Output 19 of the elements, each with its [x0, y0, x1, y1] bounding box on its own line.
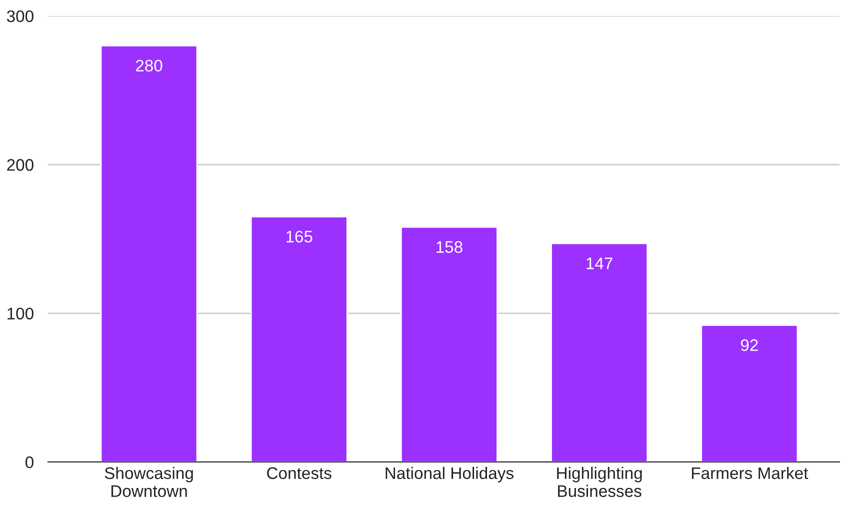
- y-tick-label: 100: [8, 308, 34, 320]
- x-tick-label: National Holidays: [386, 466, 514, 482]
- bar: [250, 216, 348, 462]
- x-tick-label: Highlighting Businesses: [557, 466, 642, 498]
- y-tick-label: 300: [6, 10, 34, 22]
- bar: [700, 324, 798, 462]
- bar: [400, 226, 498, 462]
- data-label: 165: [286, 230, 312, 243]
- bar: [100, 44, 198, 462]
- bar: [550, 242, 648, 462]
- x-tick-label: Farmers Market: [692, 466, 808, 480]
- x-tick-label: Showcasing Downtown: [104, 466, 193, 498]
- data-label: 147: [586, 258, 612, 270]
- y-tick-label: 200: [7, 159, 34, 171]
- data-label: 158: [436, 241, 462, 253]
- y-tick-label: 0: [25, 456, 34, 468]
- data-label: 280: [136, 60, 162, 72]
- x-tick-label: Contests: [267, 467, 332, 480]
- data-label: 92: [740, 339, 758, 352]
